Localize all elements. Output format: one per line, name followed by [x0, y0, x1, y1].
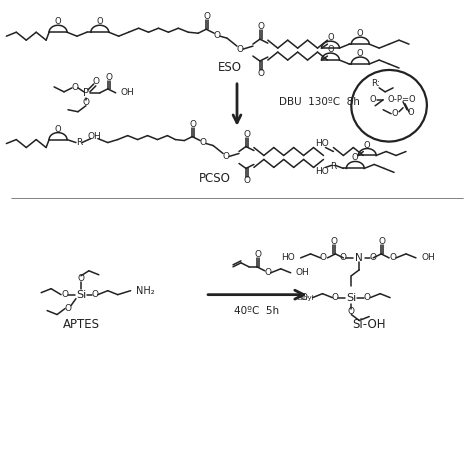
Text: O: O	[408, 108, 414, 117]
Text: NH₂: NH₂	[136, 286, 154, 296]
Text: O: O	[390, 254, 397, 263]
Text: R: R	[76, 138, 82, 147]
Text: O: O	[348, 307, 355, 316]
Text: R: R	[330, 162, 337, 171]
Text: OH: OH	[296, 268, 310, 277]
Text: O: O	[370, 95, 376, 105]
Text: O: O	[214, 31, 220, 40]
Text: HO: HO	[315, 139, 328, 148]
Text: O: O	[257, 22, 264, 31]
Text: ESO: ESO	[218, 61, 242, 73]
Text: R:: R:	[371, 79, 380, 88]
Text: O: O	[55, 18, 61, 26]
Text: O: O	[62, 290, 69, 299]
Text: O: O	[55, 124, 61, 134]
Text: O: O	[331, 237, 338, 246]
Text: O: O	[364, 293, 371, 302]
Text: O: O	[264, 268, 271, 277]
Text: O: O	[190, 120, 197, 129]
Text: HO: HO	[315, 167, 328, 176]
Text: O: O	[332, 293, 339, 302]
Text: ethyl: ethyl	[297, 295, 314, 301]
Text: O: O	[64, 304, 72, 313]
Text: DBU  130ºC  8h: DBU 130ºC 8h	[279, 97, 360, 107]
Text: O: O	[105, 73, 112, 82]
Text: O: O	[357, 29, 364, 38]
Text: O-P=O: O-P=O	[387, 95, 416, 105]
Text: O: O	[340, 254, 347, 263]
Text: PCSO: PCSO	[199, 172, 231, 185]
Text: O: O	[77, 274, 84, 283]
Text: O: O	[370, 254, 377, 263]
Text: APTES: APTES	[63, 318, 100, 331]
Text: O: O	[301, 293, 308, 302]
Text: O: O	[200, 138, 207, 147]
Text: P: P	[83, 88, 89, 98]
Text: O: O	[244, 176, 250, 185]
Text: O: O	[91, 290, 98, 299]
Text: O: O	[364, 140, 371, 149]
Text: OH: OH	[88, 132, 102, 141]
Text: OH: OH	[422, 254, 436, 263]
Text: 40ºC  5h: 40ºC 5h	[234, 306, 280, 315]
Text: O: O	[255, 250, 261, 259]
Text: O: O	[392, 109, 398, 118]
Text: N: N	[356, 253, 363, 263]
Text: O: O	[237, 44, 244, 53]
Text: O: O	[244, 130, 250, 139]
Text: O: O	[257, 69, 264, 78]
Text: O: O	[327, 33, 334, 42]
Text: O: O	[204, 12, 210, 21]
Text: O: O	[223, 152, 229, 161]
Text: O: O	[320, 254, 327, 263]
Text: O: O	[352, 153, 359, 162]
Text: Si: Si	[76, 289, 86, 300]
Text: O: O	[327, 45, 334, 54]
Text: O: O	[97, 18, 103, 26]
Text: HO: HO	[281, 254, 295, 263]
Text: O: O	[72, 83, 79, 92]
Text: O: O	[92, 78, 100, 87]
Text: Si-OH: Si-OH	[353, 318, 386, 331]
Text: O: O	[357, 49, 364, 58]
Text: OH: OH	[121, 88, 135, 97]
Text: Si: Si	[346, 293, 356, 303]
Text: O: O	[379, 237, 386, 246]
Text: O: O	[82, 98, 90, 107]
